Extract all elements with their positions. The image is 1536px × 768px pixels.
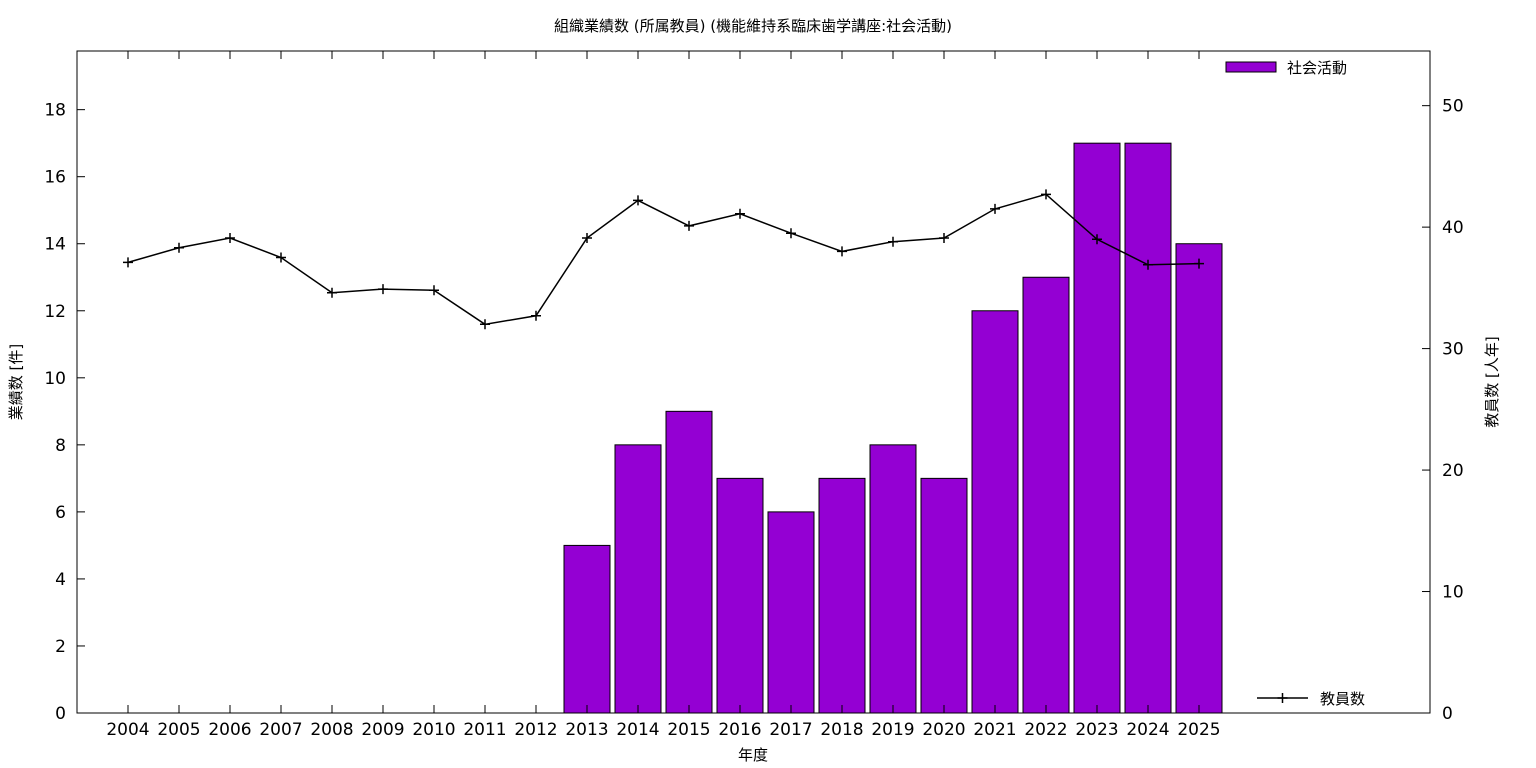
- line-point-2025: [1194, 258, 1204, 269]
- legend-line-marker: [1277, 693, 1288, 703]
- right-axis: 0 10 20 30 40 50: [1422, 97, 1464, 724]
- y-tick-label-2: 4: [55, 570, 66, 590]
- line-point-2007: [276, 252, 286, 263]
- x-tick-label-8: 2012: [514, 720, 557, 740]
- x-tick-label-12: 2016: [718, 720, 761, 740]
- bar-2019: [869, 444, 917, 714]
- bar-2021: [971, 310, 1019, 714]
- line-point-2004: [123, 257, 133, 268]
- line-point-2024: [1143, 259, 1153, 270]
- left-axis: 0 2 4 6 8 10 12 14 16 18: [44, 101, 85, 724]
- x-tick-label-11: 2015: [667, 720, 710, 740]
- line-point-2008: [327, 287, 337, 298]
- x-axis-label: 年度: [738, 746, 768, 764]
- x-tick-label-13: 2017: [769, 720, 812, 740]
- bar-2022: [1022, 276, 1070, 714]
- y-tick-label-6: 12: [44, 302, 66, 322]
- chart-title: 組織業績数 (所属教員) (機能維持系臨床歯学講座:社会活動): [554, 17, 952, 35]
- y-tick-label-9: 18: [44, 101, 66, 121]
- x-tick-label-16: 2020: [922, 720, 965, 740]
- line-point-2012: [531, 310, 541, 321]
- x-tick-label-14: 2018: [820, 720, 863, 740]
- line-point-2016: [735, 208, 745, 219]
- y-tick-label-1: 2: [55, 637, 66, 657]
- line-point-2005: [174, 242, 184, 253]
- bar-2015: [665, 410, 713, 714]
- legend-line-label: 教員数: [1320, 690, 1365, 708]
- bar-2024: [1124, 142, 1172, 714]
- x-tick-label-6: 2010: [412, 720, 455, 740]
- bar-2017: [767, 511, 815, 714]
- y-tick-label-3: 6: [55, 503, 66, 523]
- bar-2023: [1073, 142, 1121, 714]
- x-tick-label-9: 2013: [565, 720, 608, 740]
- x-tick-label-7: 2011: [463, 720, 506, 740]
- x-tick-label-21: 2025: [1177, 720, 1220, 740]
- line-path: [127, 193, 1200, 326]
- legend-bars: 社会活動: [1225, 59, 1347, 77]
- x-tick-label-15: 2019: [871, 720, 914, 740]
- y2-tick-label-0: 0: [1442, 704, 1453, 724]
- bar-2013: [563, 544, 611, 714]
- x-tick-label-2: 2006: [208, 720, 251, 740]
- x-tick-label-17: 2021: [973, 720, 1016, 740]
- y-tick-label-8: 16: [44, 168, 66, 188]
- y-tick-label-4: 8: [55, 436, 66, 456]
- x-tick-label-18: 2022: [1024, 720, 1067, 740]
- line-point-2015: [684, 220, 694, 231]
- bar-2014: [614, 444, 662, 714]
- line-series: [123, 189, 1204, 330]
- bar-2020: [920, 477, 968, 714]
- legend-bar-label: 社会活動: [1287, 59, 1347, 77]
- x-tick-label-1: 2005: [157, 720, 200, 740]
- x-tick-label-3: 2007: [259, 720, 302, 740]
- line-point-2013: [582, 233, 592, 244]
- line-point-2019: [888, 236, 898, 247]
- line-point-2021: [990, 203, 1000, 214]
- line-point-2017: [786, 228, 796, 239]
- y-axis-label: 業績数 [件]: [7, 344, 25, 420]
- y-tick-label-0: 0: [55, 704, 66, 724]
- x-tick-label-5: 2009: [361, 720, 404, 740]
- y2-tick-label-1: 10: [1442, 583, 1464, 603]
- legend-line: 教員数: [1257, 690, 1365, 708]
- line-point-2014: [633, 195, 643, 206]
- line-point-2022: [1041, 189, 1051, 200]
- y2-tick-label-2: 20: [1442, 461, 1464, 481]
- y-tick-label-5: 10: [44, 369, 66, 389]
- y2-tick-label-3: 30: [1442, 340, 1464, 360]
- bar-2016: [716, 477, 764, 714]
- y2-tick-label-4: 40: [1442, 218, 1464, 238]
- y-tick-label-7: 14: [44, 235, 66, 255]
- x-tick-label-20: 2024: [1126, 720, 1169, 740]
- bar-group: [563, 142, 1223, 714]
- line-point-2023: [1092, 234, 1102, 245]
- x-tick-label-19: 2023: [1075, 720, 1118, 740]
- line-point-2009: [378, 284, 388, 295]
- legend-bar-swatch: [1225, 61, 1277, 73]
- bar-2018: [818, 477, 866, 714]
- line-point-2018: [837, 246, 847, 257]
- line-point-2006: [225, 233, 235, 244]
- line-point-2010: [429, 285, 439, 296]
- x-tick-label-4: 2008: [310, 720, 353, 740]
- line-point-2020: [939, 233, 949, 244]
- y2-axis-label: 教員数 [人年]: [1483, 336, 1501, 427]
- x-tick-label-10: 2014: [616, 720, 659, 740]
- y2-tick-label-5: 50: [1442, 97, 1464, 117]
- bar-2025: [1175, 243, 1223, 714]
- line-point-2011: [480, 319, 490, 330]
- x-axis: 2004 2005 2006 2007 2008 2009 2010 2011 2012 2013…: [106, 51, 1221, 740]
- x-tick-label-0: 2004: [106, 720, 149, 740]
